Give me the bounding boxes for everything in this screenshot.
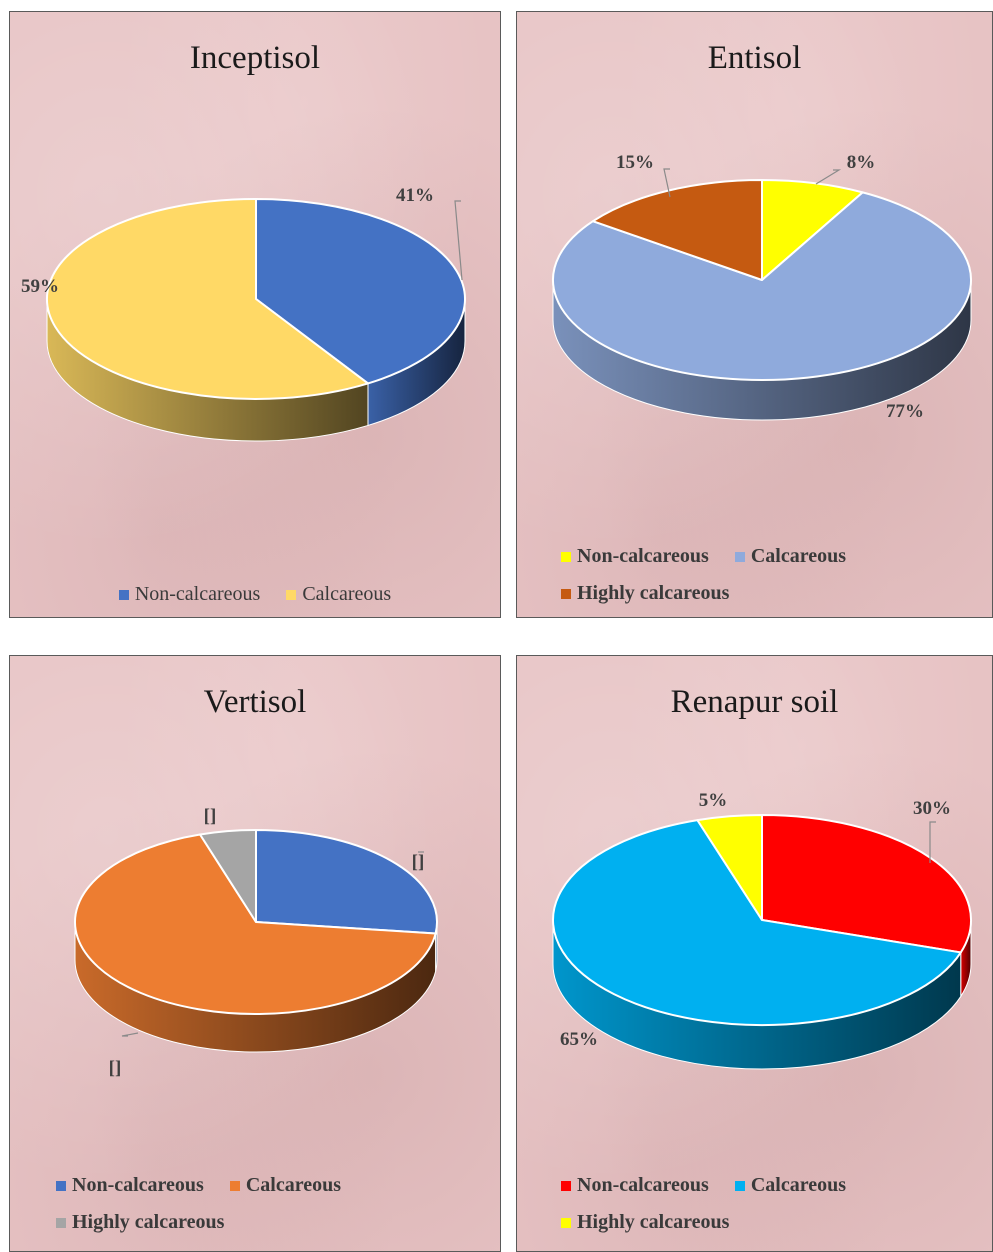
legend-item-calcareous: Calcareous <box>229 1174 342 1197</box>
legend-swatch <box>286 589 297 600</box>
data-label-highly-calcareous: [] <box>204 806 217 827</box>
legend-item-calcareous: Calcareous <box>734 1174 847 1197</box>
chart-panel-vertisol: [] [] [] Vertisol Non-calcareous Calcareous… <box>9 655 501 1252</box>
legend-item-non-calcareous: Non-calcareous <box>118 583 261 606</box>
pie-slice-highly-calcareous <box>199 829 257 923</box>
legend-label: Calcareous <box>750 1174 847 1196</box>
pie-chart: 30% 65% 5% <box>552 790 972 1070</box>
leader-line <box>929 821 936 863</box>
legend-swatch <box>229 1180 240 1191</box>
legend-swatch <box>561 1180 571 1191</box>
legend-label: Non-calcareous <box>577 545 709 567</box>
pie-slice-calcareous <box>74 833 437 1015</box>
legend-row: Non-calcareous Calcareous <box>56 1174 500 1197</box>
chart-panel-entisol: 8% 77% 15% Entisol Non-calcareous Calcareou… <box>516 11 993 618</box>
legend-item-highly-calcareous: Highly calcareous <box>561 1211 729 1234</box>
data-label-calcareous: 77% <box>886 401 924 422</box>
legend-item-calcareous: Calcareous <box>734 545 847 568</box>
leader-line <box>815 169 842 185</box>
pie-slice-non-calcareous <box>761 179 864 281</box>
pie-slice-calcareous <box>552 191 972 381</box>
legend-swatch <box>561 1217 571 1228</box>
legend-row: Highly calcareous <box>561 582 992 605</box>
chart-title: Renapur soil <box>670 684 839 720</box>
chart-title: Entisol <box>707 40 802 76</box>
pie-slice-calcareous <box>552 819 962 1026</box>
legend-row: Highly calcareous <box>561 1211 992 1234</box>
legend-item-non-calcareous: Non-calcareous <box>561 1174 709 1197</box>
data-label-highly-calcareous: 15% <box>616 152 654 173</box>
chart-title: Inceptisol <box>189 40 321 76</box>
data-label-calcareous: 59% <box>21 276 59 297</box>
legend-row: Non-calcareous Calcareous <box>10 583 500 606</box>
legend-label: Highly calcareous <box>577 1211 730 1233</box>
data-label-non-calcareous: 8% <box>847 152 876 173</box>
pie-chart: 8% 77% 15% <box>552 152 972 422</box>
data-label-non-calcareous: 41% <box>396 185 434 206</box>
leader-line <box>454 200 463 281</box>
legend-label: Non-calcareous <box>134 583 261 605</box>
legend-swatch <box>734 551 745 562</box>
chart-panel-inceptisol: 41% 59% Inceptisol Non-calcareous Calcareo… <box>9 11 501 618</box>
data-label-highly-calcareous: 5% <box>699 790 728 811</box>
data-label-calcareous: 65% <box>560 1029 598 1050</box>
chart-legend: Non-calcareous Calcareous Highly calcareou… <box>56 1174 500 1248</box>
legend-swatch <box>561 588 571 599</box>
chart-panel-renapur-soil: 30% 65% 5% Renapur soil Non-calcareous Calc… <box>516 655 993 1252</box>
chart-title: Vertisol <box>203 684 307 720</box>
data-label-calcareous: [] <box>109 1058 122 1079</box>
legend-row: Highly calcareous <box>56 1211 500 1234</box>
pie-slice-highly-calcareous <box>696 814 763 921</box>
legend-item-highly-calcareous: Highly calcareous <box>561 582 729 605</box>
data-label-non-calcareous: 30% <box>913 798 951 819</box>
data-label-non-calcareous: [] <box>412 852 425 873</box>
pie-slice-calcareous <box>46 198 369 400</box>
legend-label: Non-calcareous <box>577 1174 709 1196</box>
legend-swatch <box>734 1180 745 1191</box>
legend-swatch <box>561 551 571 562</box>
legend-item-non-calcareous: Non-calcareous <box>56 1174 204 1197</box>
legend-swatch <box>56 1217 66 1228</box>
legend-swatch <box>56 1180 66 1191</box>
leader-line <box>663 168 671 198</box>
legend-row: Non-calcareous Calcareous <box>561 545 992 568</box>
legend-row: Non-calcareous Calcareous <box>561 1174 992 1197</box>
chart-legend: Non-calcareous Calcareous <box>10 583 500 617</box>
leader-line <box>121 1032 139 1037</box>
legend-label: Calcareous <box>302 583 392 605</box>
legend-label: Highly calcareous <box>72 1211 225 1233</box>
legend-label: Calcareous <box>750 545 847 567</box>
pie-chart: [] [] [] <box>74 806 438 1079</box>
legend-item-highly-calcareous: Highly calcareous <box>56 1211 224 1234</box>
legend-item-non-calcareous: Non-calcareous <box>561 545 709 568</box>
pie-chart: 41% 59% <box>21 185 466 442</box>
chart-legend: Non-calcareous Calcareous Highly calcareou… <box>561 1174 992 1248</box>
legend-label: Calcareous <box>245 1174 342 1196</box>
chart-legend: Non-calcareous Calcareous Highly calcareou… <box>561 545 992 617</box>
legend-swatch <box>118 589 129 600</box>
pie-slice-non-calcareous <box>761 814 972 954</box>
legend-label: Highly calcareous <box>577 582 730 604</box>
pie-slice-non-calcareous <box>255 829 438 935</box>
legend-item-calcareous: Calcareous <box>286 583 391 606</box>
pie-slice-highly-calcareous <box>591 179 763 281</box>
legend-label: Non-calcareous <box>72 1174 204 1196</box>
